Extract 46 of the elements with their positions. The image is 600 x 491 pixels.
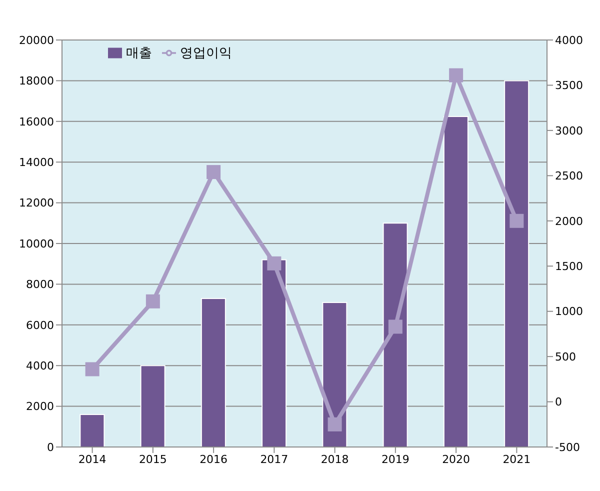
y2-tick-label: 3000	[555, 124, 583, 138]
point	[510, 214, 524, 228]
bar	[262, 259, 287, 447]
y-tick-label: 16000	[19, 115, 54, 128]
y2-tick-label: 2000	[555, 214, 583, 228]
y2-tick-label: 1500	[555, 260, 583, 274]
point	[85, 362, 100, 376]
bar	[200, 298, 226, 447]
point	[267, 256, 282, 270]
point	[206, 165, 221, 180]
point	[146, 294, 160, 308]
bar	[382, 222, 408, 447]
x-tick-label: 2015	[138, 452, 167, 466]
y2-tick-label: 1000	[555, 305, 583, 318]
x-tick-label: 2019	[381, 452, 410, 466]
bar	[80, 414, 105, 447]
y-tick-label: 2000	[26, 400, 54, 414]
bar	[140, 365, 166, 447]
point	[388, 320, 402, 334]
x-tick-label: 2016	[200, 452, 228, 466]
y-tick-label: 10000	[19, 237, 54, 250]
y-tick-label: 12000	[19, 196, 54, 210]
y-tick-label: 18000	[19, 74, 54, 88]
legend-label: 매출	[126, 46, 152, 61]
x-tick-label: 2014	[78, 452, 106, 466]
y2-tick-label: 3500	[555, 79, 583, 92]
y-tick-label: 8000	[26, 278, 54, 292]
y2-tick-label: 4000	[555, 34, 583, 47]
x-tick-label: 2017	[260, 452, 288, 466]
y-tick-label: 20000	[19, 34, 54, 47]
bar	[504, 80, 530, 447]
y2-tick-label: 2500	[555, 170, 583, 183]
x-tick-label: 2020	[442, 452, 470, 466]
bar	[443, 116, 468, 447]
legend-label: 영업이익	[180, 46, 232, 61]
x-tick-label: 2021	[502, 452, 531, 466]
point	[449, 68, 464, 82]
y-tick-label: 4000	[26, 360, 54, 373]
y-tick-label: 0	[47, 440, 54, 454]
x-tick-label: 2018	[320, 452, 349, 466]
point	[328, 417, 342, 432]
y2-tick-label: 0	[555, 396, 562, 409]
y2-tick-label: 500	[555, 350, 576, 364]
y-tick-label: 6000	[26, 318, 54, 332]
y2-tick-label: -500	[555, 440, 580, 454]
y-tick-label: 14000	[19, 156, 54, 170]
